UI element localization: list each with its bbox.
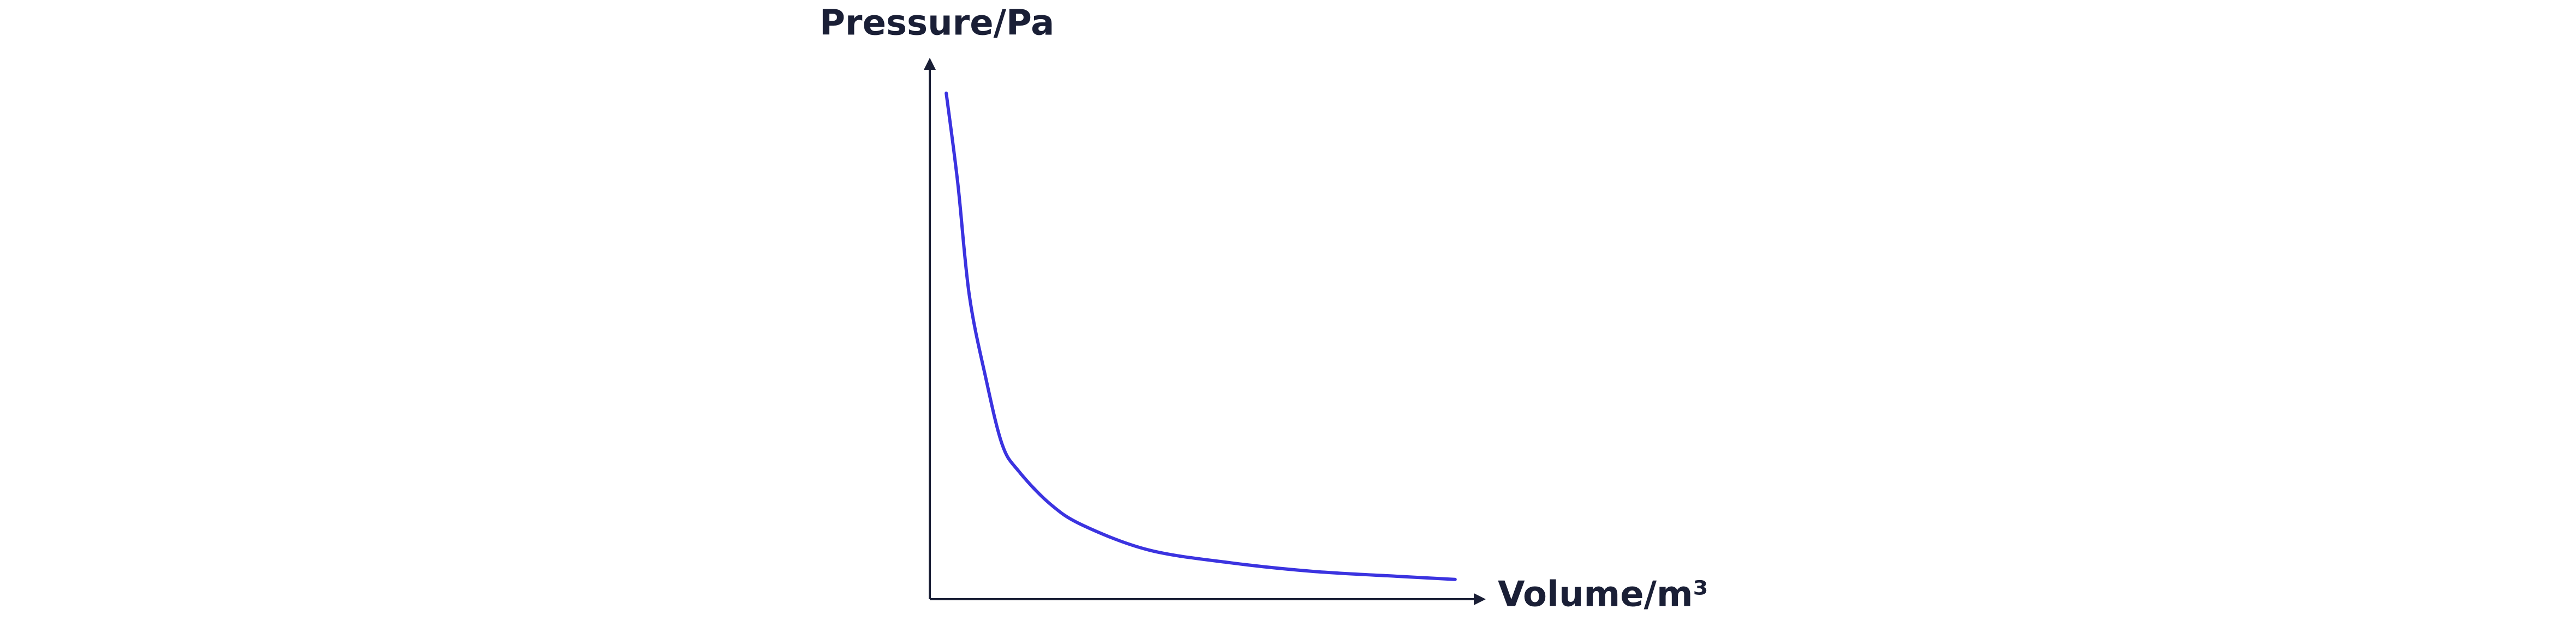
x-axis-arrow [1474,593,1486,605]
curve [945,91,1457,581]
y-axis-arrow [924,58,936,70]
y-axis-label: Pressure/Pa [820,3,1054,44]
x-axis-label: Volume/m³ [1498,575,1708,615]
